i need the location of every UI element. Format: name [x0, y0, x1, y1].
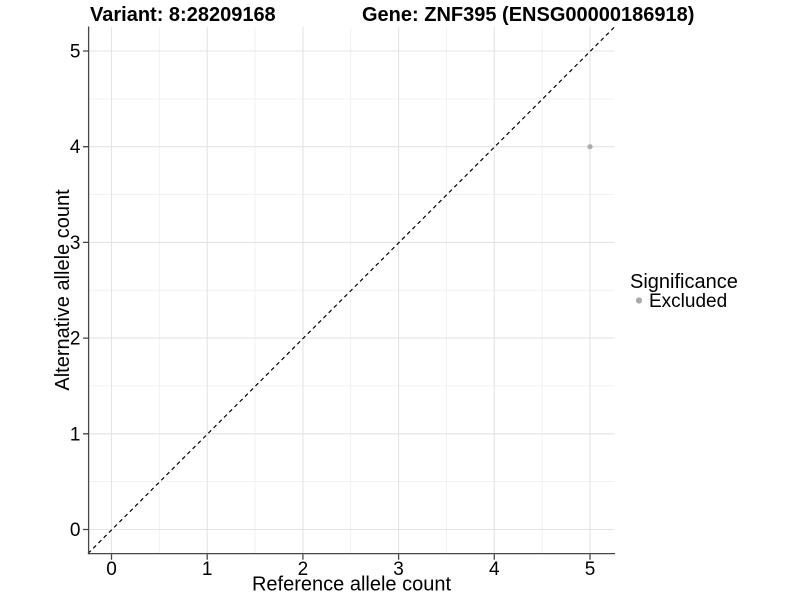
data-point-excluded [587, 144, 593, 150]
y-tick-label: 5 [70, 42, 81, 63]
y-tick-label: 0 [70, 520, 81, 541]
x-tick-label: 4 [489, 559, 500, 580]
x-tick-label: 1 [202, 559, 213, 580]
x-tick-label: 2 [298, 559, 309, 580]
legend-title: Significance [630, 271, 738, 293]
x-tick-label: 5 [585, 559, 596, 580]
y-tick-label: 1 [70, 424, 81, 445]
x-axis-title: Reference allele count [252, 574, 451, 596]
major-gridlines [88, 27, 615, 554]
plot-title-variant: Variant: 8:28209168 [90, 4, 276, 26]
y-tick-label: 3 [70, 233, 81, 254]
y-tick-label: 4 [70, 137, 81, 158]
plot-panel [87, 26, 615, 554]
legend: Significance Excluded [630, 271, 738, 312]
y-tick-label: 2 [70, 329, 81, 350]
legend-label-excluded: Excluded [649, 291, 727, 312]
x-axis-ticks [110, 554, 591, 560]
plot-title-gene: Gene: ZNF395 (ENSG00000186918) [362, 4, 694, 26]
identity-dashed-line [87, 26, 615, 554]
x-tick-label: 0 [106, 559, 117, 580]
x-tick-label: 3 [393, 559, 404, 580]
legend-marker-excluded-icon [635, 297, 643, 304]
y-axis-title: Alternative allele count [52, 189, 74, 391]
y-axis-ticks [83, 50, 89, 531]
